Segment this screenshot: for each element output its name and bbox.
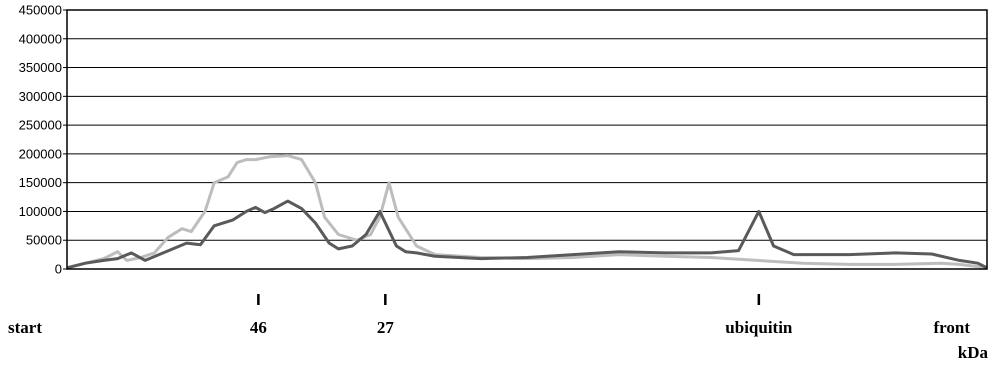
series-line-2 xyxy=(66,199,988,270)
band-marker-label: 46 xyxy=(250,318,267,337)
y-axis-ticks: 0 50000 100000 150000 200000 250000 300000 3500… xyxy=(19,3,67,277)
band-marker-label: ubiquitin xyxy=(725,318,793,337)
y-tick-label: 400000 xyxy=(19,31,62,46)
y-tick-label: 350000 xyxy=(19,60,62,75)
series-lines xyxy=(66,154,988,270)
series-line-1 xyxy=(66,154,988,270)
y-tick-label: 50000 xyxy=(26,233,62,248)
y-tick-label: 100000 xyxy=(19,204,62,219)
band-marker-label: start xyxy=(8,318,42,337)
y-tick-label: 450000 xyxy=(19,3,62,18)
unit-label: kDa xyxy=(958,343,989,362)
band-markers: start 46 27 ubiquitin front xyxy=(8,294,970,337)
y-tick-label: 300000 xyxy=(19,89,62,104)
y-tick-label: 0 xyxy=(55,262,62,277)
y-tick-label: 150000 xyxy=(19,175,62,190)
plot-frame xyxy=(66,9,988,270)
band-marker-label: front xyxy=(933,318,970,337)
y-tick-label: 250000 xyxy=(19,118,62,133)
band-marker-label: 27 xyxy=(377,318,395,337)
gridlines xyxy=(67,38,987,241)
y-tick-label: 200000 xyxy=(19,146,62,161)
